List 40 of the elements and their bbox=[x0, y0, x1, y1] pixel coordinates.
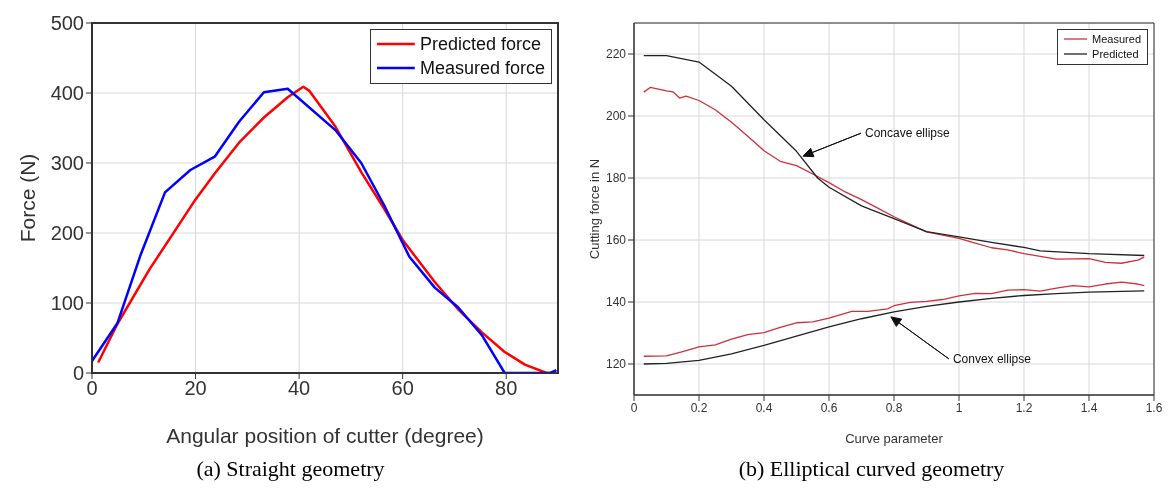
x-tick-label: 1.2 bbox=[1015, 400, 1033, 415]
x-tick-label: 1.6 bbox=[1145, 400, 1163, 415]
x-tick-label: 0 bbox=[630, 400, 638, 415]
y-tick-label: 500 bbox=[50, 12, 84, 35]
y-tick-label: 100 bbox=[50, 292, 84, 315]
y-axis-title: Cutting force in N bbox=[586, 158, 602, 260]
x-tick-label: 20 bbox=[184, 377, 207, 400]
x-tick-label: 80 bbox=[495, 377, 518, 400]
x-tick-label: 60 bbox=[391, 377, 414, 400]
legend-label: Predicted force bbox=[419, 33, 541, 56]
x-tick-label: 1 bbox=[955, 400, 963, 415]
x-tick-label: 0.8 bbox=[885, 400, 903, 415]
y-tick-label: 140 bbox=[605, 295, 627, 310]
y-tick-label: 200 bbox=[605, 109, 627, 124]
legend-label: Predicted bbox=[1092, 46, 1139, 62]
y-tick-label: 300 bbox=[50, 152, 84, 175]
y-tick-label: 160 bbox=[605, 233, 627, 248]
y-tick-label: 200 bbox=[50, 222, 84, 245]
x-tick-label: 0.2 bbox=[690, 400, 708, 415]
x-axis-title: Angular position of cutter (degree) bbox=[166, 424, 484, 447]
y-tick-label: 400 bbox=[50, 82, 84, 105]
x-tick-label: 40 bbox=[287, 377, 311, 400]
text: (a) Straight geometry bbox=[195, 456, 386, 482]
line-series bbox=[643, 86, 1145, 264]
y-tick-label: 0 bbox=[72, 362, 84, 385]
annotation: Convex ellipse bbox=[952, 351, 1032, 366]
text: (b) Elliptical curved geometry bbox=[737, 456, 1006, 482]
x-tick-label: 0 bbox=[86, 377, 98, 400]
y-tick-label: 220 bbox=[605, 47, 627, 62]
x-axis-title: Curve parameter bbox=[845, 431, 944, 446]
y-tick-label: 120 bbox=[605, 357, 627, 372]
y-axis-title: Force (N) bbox=[16, 153, 40, 243]
x-tick-label: 0.4 bbox=[755, 400, 773, 415]
legend-label: Measured force bbox=[419, 57, 545, 81]
x-tick-label: 1.4 bbox=[1080, 400, 1098, 415]
y-tick-label: 180 bbox=[605, 171, 627, 186]
x-tick-label: 0.6 bbox=[820, 400, 838, 415]
annotation: Concave ellipse bbox=[865, 126, 951, 141]
legend-label: Measured bbox=[1092, 32, 1141, 47]
line-series bbox=[643, 290, 1145, 365]
